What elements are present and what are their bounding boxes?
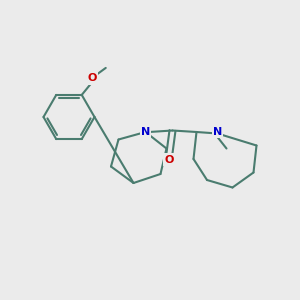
Text: O: O [88,74,97,83]
Text: N: N [141,127,150,137]
Text: N: N [213,127,222,137]
Text: O: O [164,154,174,165]
